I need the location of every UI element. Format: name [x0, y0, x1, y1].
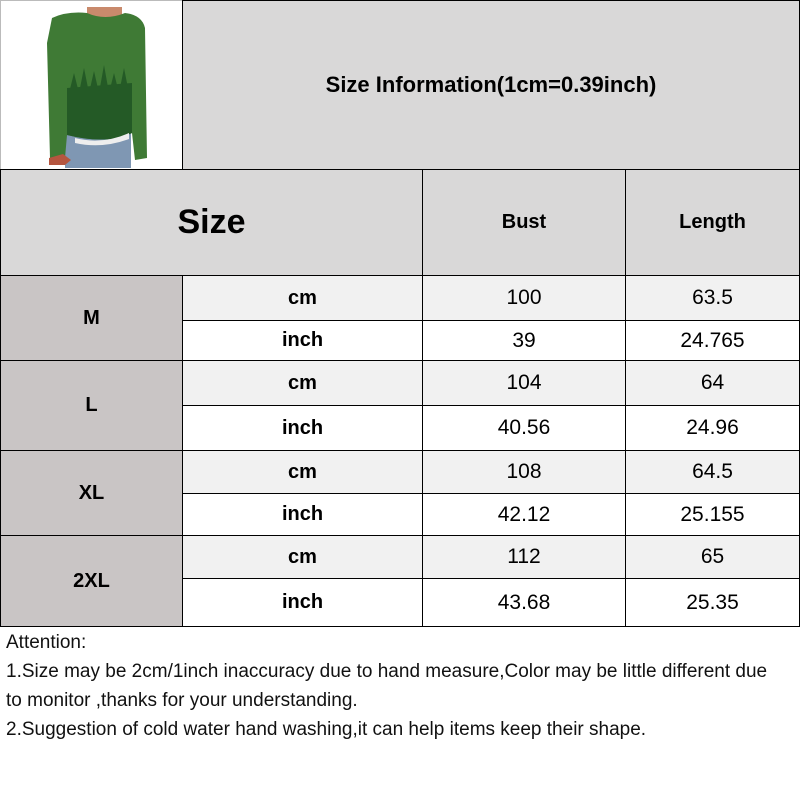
- length-value: 64.5: [625, 450, 800, 494]
- unit-cm: cm: [182, 450, 423, 494]
- length-value: 24.765: [625, 320, 800, 361]
- length-value: 63.5: [625, 275, 800, 321]
- bust-value: 40.56: [422, 405, 626, 451]
- length-value: 25.155: [625, 493, 800, 536]
- unit-cm: cm: [182, 275, 423, 321]
- unit-inch: inch: [182, 405, 423, 451]
- unit-cm: cm: [182, 535, 423, 579]
- bust-value: 39: [422, 320, 626, 361]
- header-length: Length: [625, 169, 800, 276]
- notes-heading: Attention:: [6, 632, 87, 653]
- header-size: Size: [0, 169, 423, 276]
- size-label: M: [0, 275, 183, 361]
- notes-line-1: 1.Size may be 2cm/1inch inaccuracy due t…: [6, 661, 768, 711]
- header-bust: Bust: [422, 169, 626, 276]
- notes-line-2: 2.Suggestion of cold water hand washing,…: [6, 719, 647, 740]
- unit-inch: inch: [182, 578, 423, 627]
- size-label: L: [0, 360, 183, 451]
- size-label: 2XL: [0, 535, 183, 627]
- unit-inch: inch: [182, 320, 423, 361]
- bust-value: 42.12: [422, 493, 626, 536]
- length-value: 24.96: [625, 405, 800, 451]
- length-value: 65: [625, 535, 800, 579]
- bust-value: 104: [422, 360, 626, 406]
- product-image: [0, 0, 183, 170]
- length-value: 64: [625, 360, 800, 406]
- length-value: 25.35: [625, 578, 800, 627]
- unit-inch: inch: [182, 493, 423, 536]
- size-label: XL: [0, 450, 183, 536]
- bust-value: 112: [422, 535, 626, 579]
- bust-value: 43.68: [422, 578, 626, 627]
- attention-notes: Attention: 1.Size may be 2cm/1inch inacc…: [6, 628, 786, 744]
- bust-value: 108: [422, 450, 626, 494]
- size-info-title: Size Information(1cm=0.39inch): [182, 0, 800, 170]
- bust-value: 100: [422, 275, 626, 321]
- sweater-image: [46, 6, 147, 168]
- unit-cm: cm: [182, 360, 423, 406]
